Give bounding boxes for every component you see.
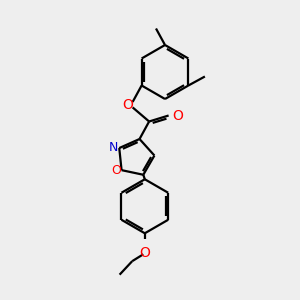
Text: O: O [123, 98, 134, 112]
Text: O: O [140, 246, 150, 260]
Text: O: O [172, 109, 183, 122]
Text: N: N [109, 141, 119, 154]
Text: O: O [111, 164, 121, 177]
